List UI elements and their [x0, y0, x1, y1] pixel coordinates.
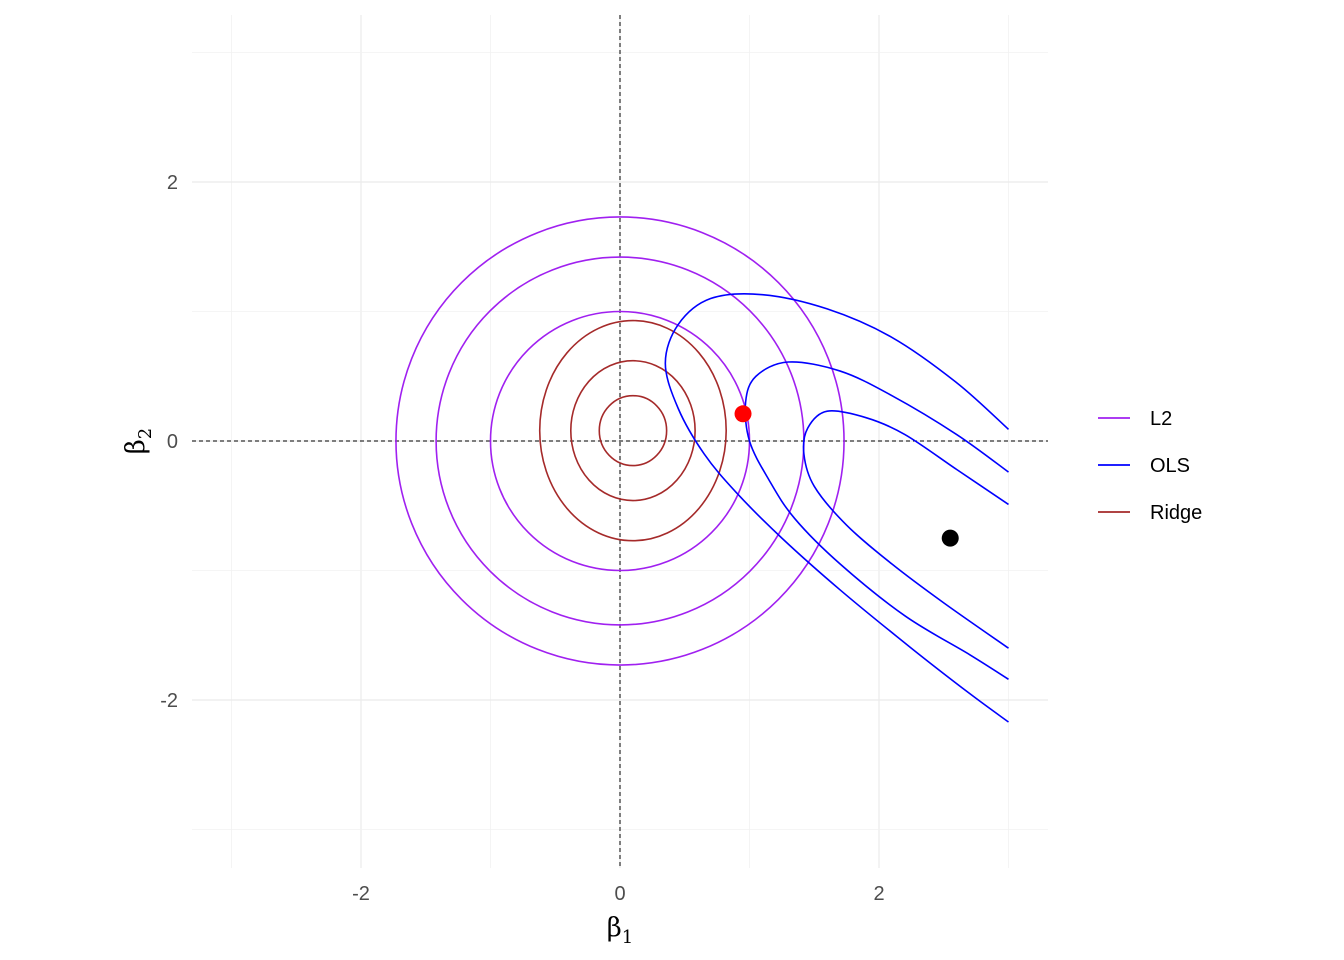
point-ols-estimate: [941, 529, 959, 547]
reference-lines: [192, 15, 1048, 868]
ridge-contour-1: [598, 394, 668, 467]
ridge-contour-2: [569, 359, 696, 502]
legend: L2 OLS Ridge: [1098, 408, 1202, 524]
point-ridge-estimate: [734, 405, 752, 423]
x-axis-title: β1: [607, 913, 633, 948]
series: [395, 216, 1010, 723]
points: [734, 405, 959, 547]
tick-labels: -2 0 2 -2 0 2: [160, 172, 884, 905]
legend-label: Ridge: [1150, 502, 1202, 524]
legend-item-ridge: Ridge: [1098, 502, 1202, 524]
y-axis-title-sub: 2: [135, 428, 156, 439]
ols-contour-2: [744, 361, 1009, 680]
ols-contour-3: [802, 410, 1009, 649]
x-axis-title-base: β: [607, 913, 622, 943]
x-axis-title-sub: 1: [622, 927, 633, 948]
ols-contour-1: [664, 293, 1010, 723]
legend-label: L2: [1150, 408, 1172, 430]
l2-circle-3: [395, 216, 845, 666]
legend-label: OLS: [1150, 455, 1190, 477]
legend-item-l2: L2: [1098, 408, 1172, 430]
y-tick-label: 2: [167, 172, 178, 194]
x-tick-label: 0: [614, 883, 625, 905]
x-tick-label: -2: [352, 883, 370, 905]
x-tick-label: 2: [873, 883, 884, 905]
series-ridge: [538, 319, 727, 542]
y-tick-label: -2: [160, 690, 178, 712]
y-axis-title-base: β: [121, 439, 151, 454]
ridge-contour-3: [538, 319, 727, 542]
series-ols: [664, 293, 1010, 723]
y-tick-label: 0: [167, 431, 178, 453]
legend-item-ols: OLS: [1098, 455, 1190, 477]
y-axis-title: β2: [121, 428, 156, 454]
